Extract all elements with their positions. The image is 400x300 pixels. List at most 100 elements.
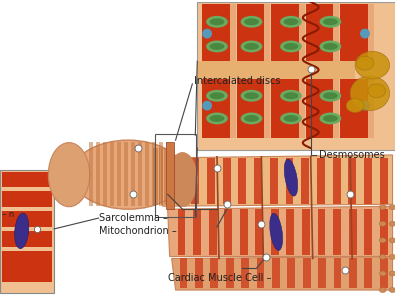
Bar — [334, 259, 342, 288]
Bar — [197, 61, 355, 79]
Bar — [138, 142, 142, 206]
Bar — [89, 142, 93, 206]
Bar — [364, 158, 372, 204]
Bar — [318, 209, 326, 255]
Bar — [237, 79, 264, 138]
Ellipse shape — [270, 213, 282, 250]
Ellipse shape — [241, 90, 262, 102]
Bar — [318, 259, 326, 288]
Ellipse shape — [244, 115, 259, 122]
Bar — [317, 158, 325, 204]
Bar — [207, 158, 215, 204]
Bar — [173, 148, 174, 205]
Ellipse shape — [323, 115, 338, 122]
Bar — [96, 142, 100, 206]
Bar — [0, 170, 54, 293]
Bar — [159, 142, 163, 206]
Ellipse shape — [323, 92, 338, 99]
Bar — [153, 148, 155, 205]
Bar — [287, 259, 295, 288]
Text: Sarcolemma –: Sarcolemma – — [99, 213, 168, 223]
Bar — [197, 2, 394, 150]
Bar — [223, 158, 230, 204]
Ellipse shape — [210, 92, 224, 99]
Bar — [209, 209, 216, 255]
Bar — [180, 259, 188, 288]
Ellipse shape — [284, 43, 298, 50]
Bar — [2, 250, 52, 266]
Bar — [202, 79, 230, 138]
Bar — [2, 172, 52, 188]
Ellipse shape — [280, 112, 302, 124]
Bar — [364, 259, 372, 288]
Ellipse shape — [206, 112, 228, 124]
Text: Cardiac Muscle Cell –: Cardiac Muscle Cell – — [168, 273, 271, 283]
Ellipse shape — [241, 112, 262, 124]
Bar — [124, 142, 128, 206]
Bar — [166, 142, 170, 206]
Ellipse shape — [206, 40, 228, 52]
Bar — [271, 209, 279, 255]
Bar — [264, 4, 270, 61]
Bar — [301, 158, 309, 204]
Bar — [299, 4, 305, 61]
Ellipse shape — [280, 90, 302, 102]
Bar — [224, 209, 232, 255]
Bar — [241, 259, 249, 288]
Ellipse shape — [355, 51, 390, 79]
Ellipse shape — [210, 115, 224, 122]
Bar — [202, 4, 230, 61]
Ellipse shape — [284, 92, 298, 99]
Bar — [176, 158, 184, 204]
Bar — [349, 259, 357, 288]
Bar — [333, 4, 339, 61]
Bar — [2, 211, 52, 227]
Ellipse shape — [389, 271, 396, 276]
Text: – n: – n — [2, 210, 14, 219]
Ellipse shape — [284, 159, 298, 196]
Ellipse shape — [323, 18, 338, 25]
Ellipse shape — [15, 213, 29, 249]
Bar — [286, 209, 294, 255]
Bar — [306, 79, 333, 138]
Bar — [195, 259, 203, 288]
Bar — [306, 4, 333, 61]
Ellipse shape — [241, 16, 262, 28]
Ellipse shape — [280, 16, 302, 28]
Ellipse shape — [48, 142, 90, 207]
Bar — [238, 158, 246, 204]
Bar — [166, 142, 174, 209]
Bar — [170, 148, 172, 205]
Ellipse shape — [379, 271, 386, 276]
Bar — [158, 148, 160, 205]
Polygon shape — [168, 206, 392, 256]
Bar — [167, 148, 169, 205]
Bar — [364, 209, 372, 255]
Ellipse shape — [280, 40, 302, 52]
Bar — [156, 148, 158, 205]
Ellipse shape — [379, 221, 386, 226]
Bar — [210, 259, 218, 288]
Bar — [161, 148, 163, 205]
Ellipse shape — [320, 16, 341, 28]
Ellipse shape — [389, 238, 396, 243]
Bar — [380, 209, 388, 255]
Ellipse shape — [320, 112, 341, 124]
Ellipse shape — [210, 43, 224, 50]
Bar — [193, 209, 201, 255]
Bar — [270, 158, 278, 204]
Bar — [178, 209, 186, 255]
Bar — [237, 4, 264, 61]
Bar — [368, 79, 374, 138]
Bar — [2, 266, 52, 282]
Bar — [299, 79, 305, 138]
Bar — [164, 148, 166, 205]
Ellipse shape — [389, 221, 396, 226]
Ellipse shape — [244, 18, 259, 25]
Ellipse shape — [389, 254, 396, 260]
Bar — [230, 79, 236, 138]
Bar — [303, 259, 311, 288]
Bar — [302, 209, 310, 255]
Bar — [348, 158, 356, 204]
Ellipse shape — [360, 101, 370, 110]
